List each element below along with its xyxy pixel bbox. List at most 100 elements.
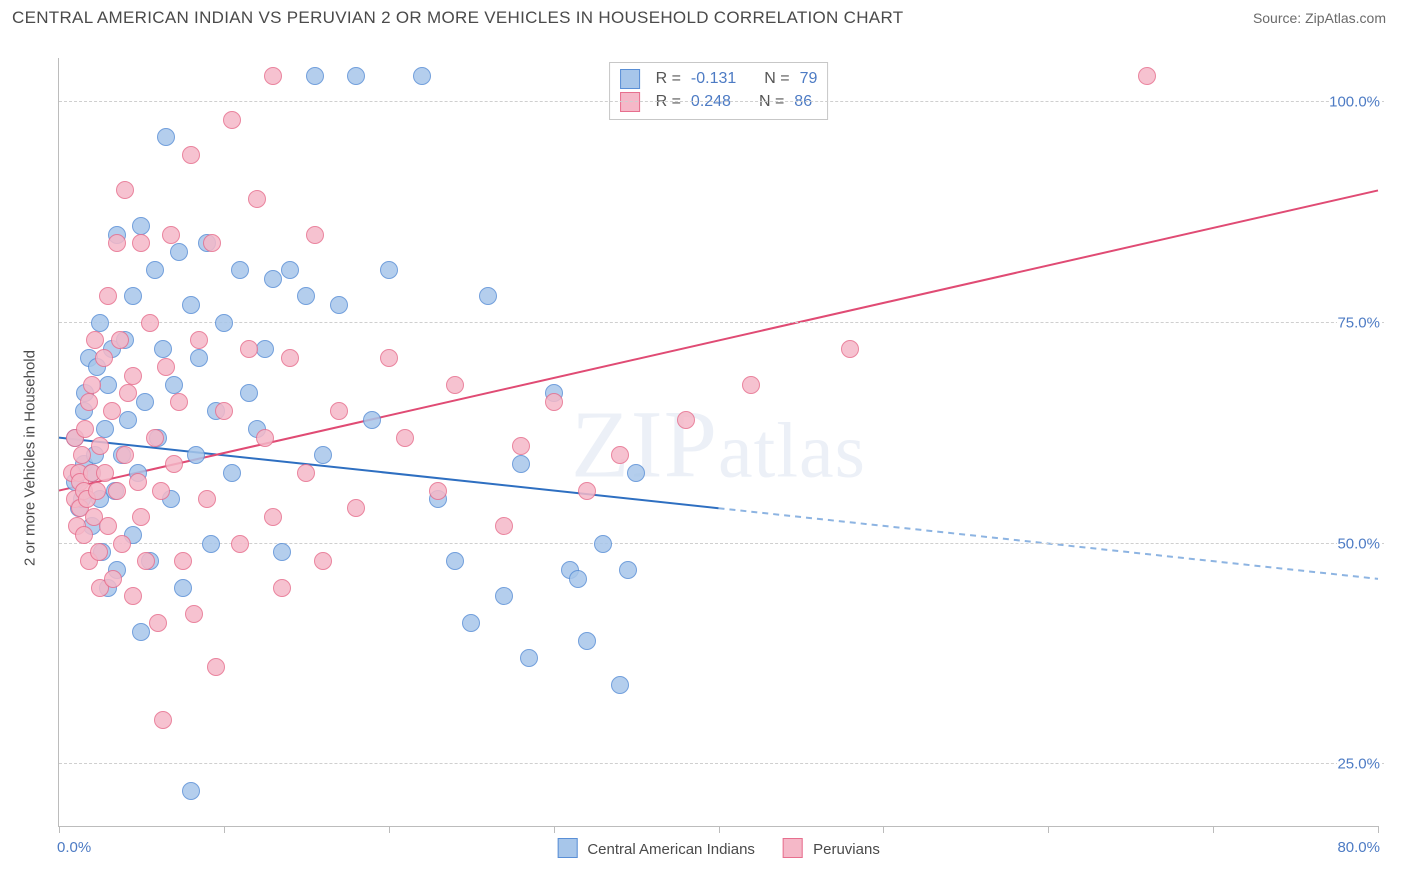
- data-point: [174, 552, 192, 570]
- data-point: [429, 482, 447, 500]
- data-point: [146, 429, 164, 447]
- data-point: [231, 261, 249, 279]
- data-point: [95, 349, 113, 367]
- data-point: [264, 508, 282, 526]
- data-point: [619, 561, 637, 579]
- chart-title: CENTRAL AMERICAN INDIAN VS PERUVIAN 2 OR…: [12, 8, 903, 28]
- data-point: [396, 429, 414, 447]
- data-point: [1138, 67, 1156, 85]
- data-point: [88, 482, 106, 500]
- data-point: [306, 226, 324, 244]
- data-point: [162, 226, 180, 244]
- stat-r-value-cai: -0.131: [691, 67, 736, 90]
- data-point: [273, 543, 291, 561]
- data-point: [297, 464, 315, 482]
- legend-swatch-per-icon: [783, 838, 803, 858]
- data-point: [104, 570, 122, 588]
- x-tick: [224, 826, 225, 833]
- data-point: [182, 782, 200, 800]
- data-point: [90, 543, 108, 561]
- data-point: [578, 482, 596, 500]
- gridline: [59, 101, 1384, 102]
- data-point: [96, 464, 114, 482]
- x-tick: [1048, 826, 1049, 833]
- legend-item-cai: Central American Indians: [557, 838, 755, 858]
- x-tick: [883, 826, 884, 833]
- data-point: [170, 243, 188, 261]
- data-point: [149, 614, 167, 632]
- data-point: [132, 623, 150, 641]
- data-point: [223, 111, 241, 129]
- data-point: [75, 526, 93, 544]
- data-point: [187, 446, 205, 464]
- data-point: [132, 508, 150, 526]
- stat-r-label: R =: [656, 67, 681, 90]
- data-point: [124, 367, 142, 385]
- x-tick: [719, 826, 720, 833]
- data-point: [99, 287, 117, 305]
- y-tick-label: 100.0%: [1329, 94, 1382, 111]
- data-point: [314, 446, 332, 464]
- y-tick-label: 50.0%: [1337, 535, 1382, 552]
- x-tick: [1213, 826, 1214, 833]
- data-point: [203, 234, 221, 252]
- data-point: [330, 296, 348, 314]
- data-point: [611, 446, 629, 464]
- data-point: [154, 711, 172, 729]
- data-point: [202, 535, 220, 553]
- data-point: [611, 676, 629, 694]
- data-point: [124, 587, 142, 605]
- data-point: [207, 658, 225, 676]
- data-point: [103, 402, 121, 420]
- data-point: [108, 234, 126, 252]
- x-axis-max-label: 80.0%: [1337, 839, 1380, 856]
- x-tick: [389, 826, 390, 833]
- data-point: [273, 579, 291, 597]
- data-point: [73, 446, 91, 464]
- data-point: [96, 420, 114, 438]
- data-point: [170, 393, 188, 411]
- gridline: [59, 543, 1384, 544]
- data-point: [157, 358, 175, 376]
- data-point: [113, 535, 131, 553]
- data-point: [462, 614, 480, 632]
- data-point: [545, 393, 563, 411]
- legend-label-per: Peruvians: [813, 841, 880, 858]
- data-point: [119, 384, 137, 402]
- data-point: [165, 455, 183, 473]
- data-point: [99, 376, 117, 394]
- swatch-cai-icon: [620, 69, 640, 89]
- data-point: [132, 217, 150, 235]
- data-point: [446, 552, 464, 570]
- data-point: [215, 314, 233, 332]
- data-point: [231, 535, 249, 553]
- data-point: [165, 376, 183, 394]
- trend-line: [59, 190, 1378, 490]
- data-point: [512, 437, 530, 455]
- x-tick: [1378, 826, 1379, 833]
- data-point: [264, 270, 282, 288]
- data-point: [512, 455, 530, 473]
- data-point: [347, 67, 365, 85]
- data-point: [136, 393, 154, 411]
- data-point: [363, 411, 381, 429]
- data-point: [677, 411, 695, 429]
- x-axis-min-label: 0.0%: [57, 839, 91, 856]
- stats-legend-box: R = -0.131 N = 79 R = 0.248 N = 86: [609, 62, 829, 120]
- chart-source: Source: ZipAtlas.com: [1253, 10, 1386, 26]
- data-point: [479, 287, 497, 305]
- x-tick: [59, 826, 60, 833]
- data-point: [240, 384, 258, 402]
- data-point: [256, 429, 274, 447]
- x-tick: [554, 826, 555, 833]
- data-point: [91, 437, 109, 455]
- data-point: [119, 411, 137, 429]
- data-point: [281, 349, 299, 367]
- data-point: [223, 464, 241, 482]
- gridline: [59, 322, 1384, 323]
- data-point: [91, 314, 109, 332]
- chart-header: CENTRAL AMERICAN INDIAN VS PERUVIAN 2 OR…: [0, 0, 1406, 32]
- data-point: [215, 402, 233, 420]
- data-point: [83, 376, 101, 394]
- y-tick-label: 75.0%: [1337, 314, 1382, 331]
